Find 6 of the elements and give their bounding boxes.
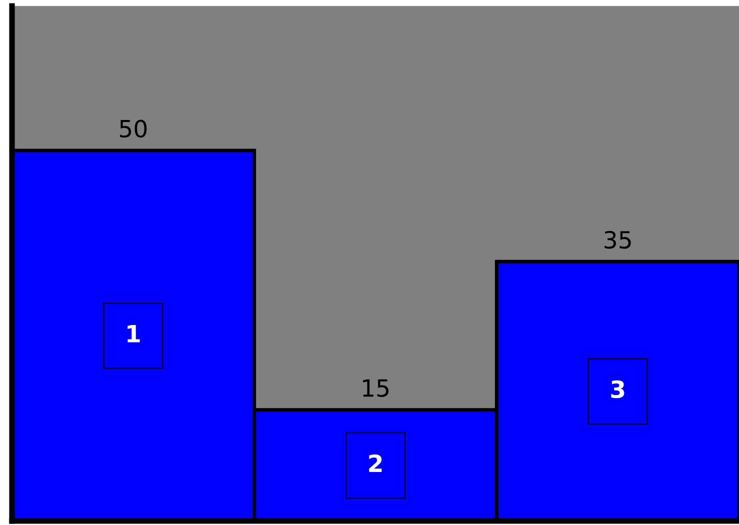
data-label: 15	[363, 379, 388, 397]
x-tick-label: 1	[128, 325, 140, 342]
x-tick-label: 3	[611, 380, 624, 398]
x-tick-label: 2	[369, 454, 382, 472]
data-label: 35	[604, 230, 631, 249]
data-label: 50	[120, 120, 147, 138]
